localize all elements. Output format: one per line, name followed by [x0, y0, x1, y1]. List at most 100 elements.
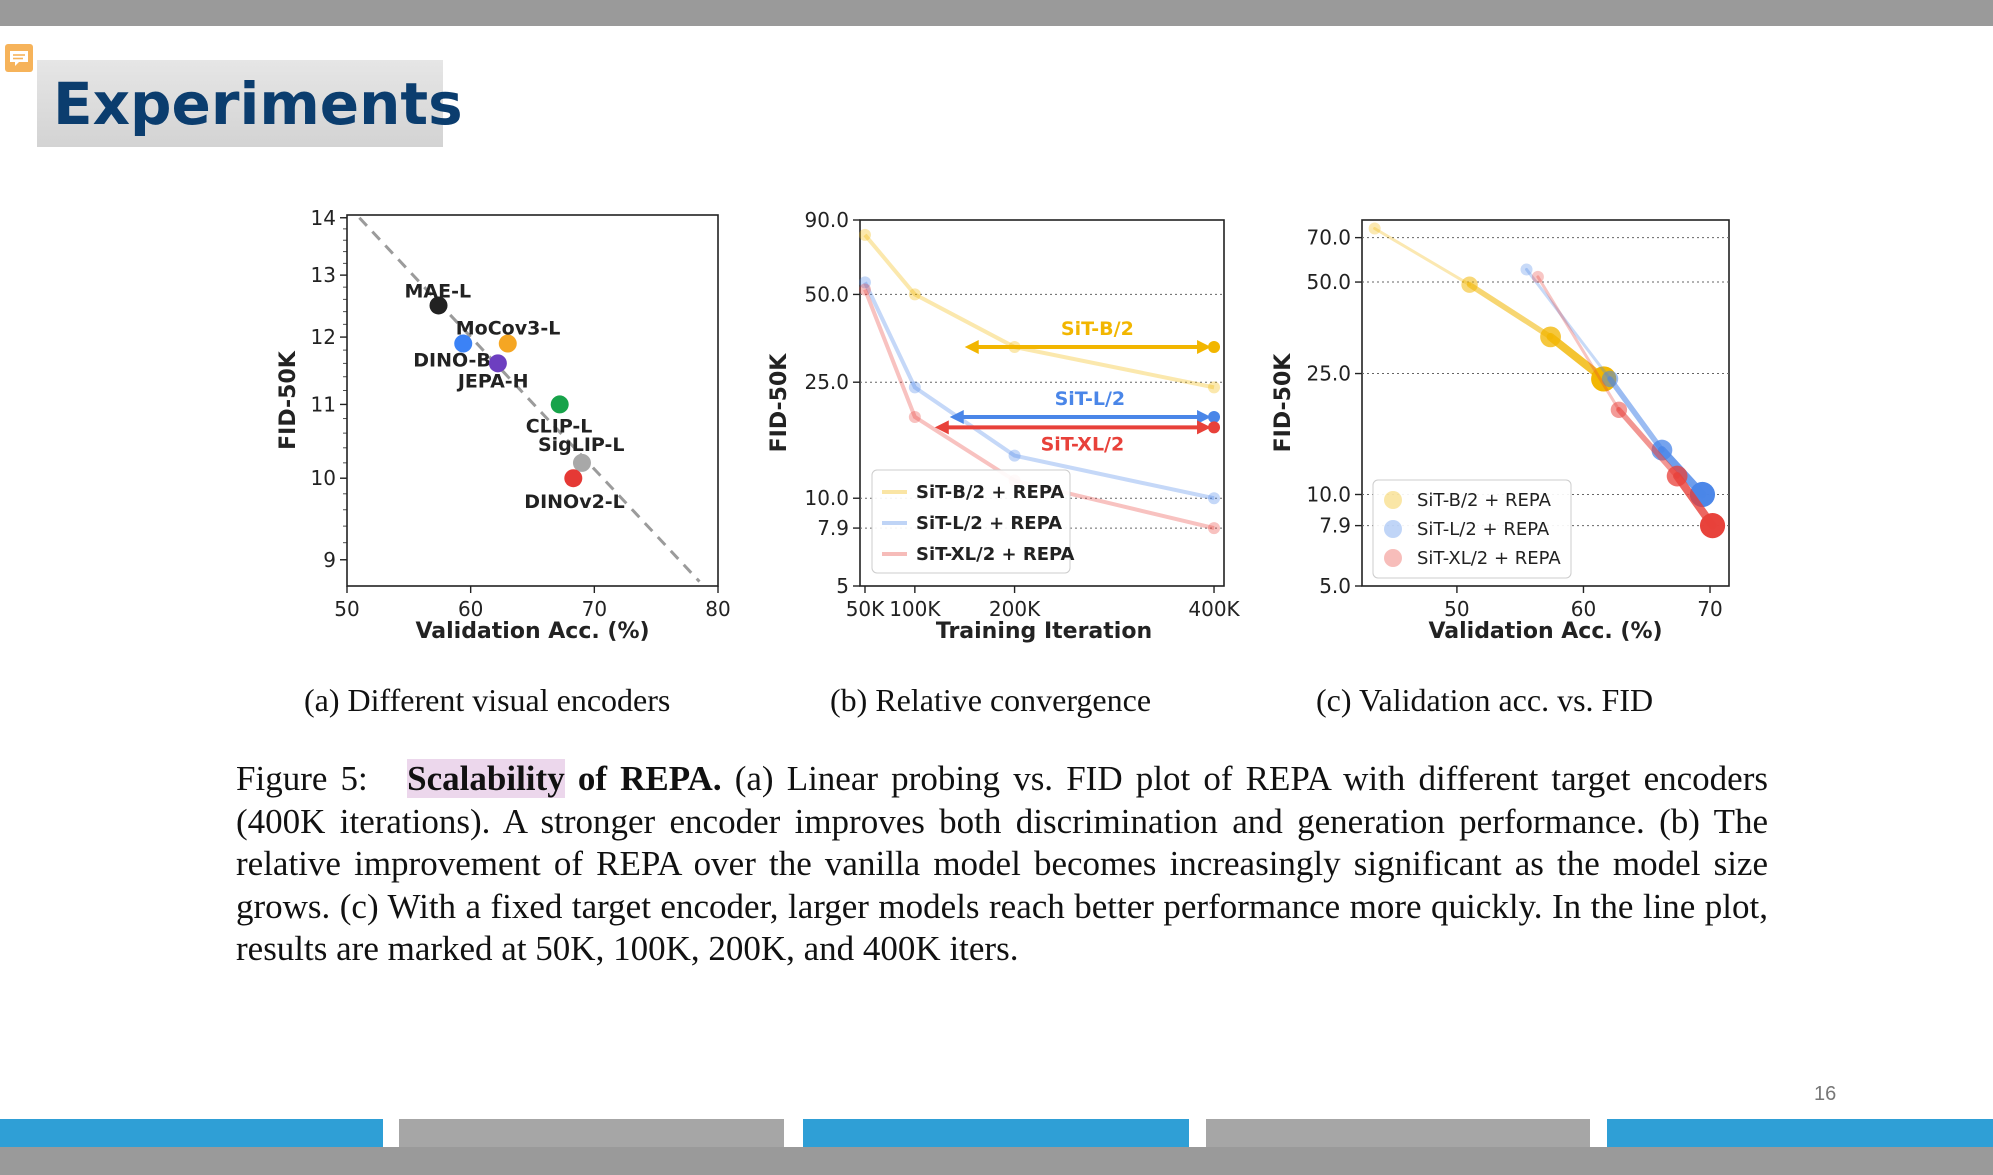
- endpoint-dot: [1208, 410, 1221, 423]
- series-point: [1699, 513, 1726, 539]
- data-point: [429, 296, 448, 315]
- trend-line: [358, 216, 701, 583]
- data-point: [550, 395, 569, 414]
- endpoint-dot: [1208, 341, 1221, 354]
- y-tick-label: 90.0: [804, 208, 849, 232]
- subcaption-a: (a) Different visual encoders: [304, 682, 671, 718]
- series-point: [1666, 465, 1688, 487]
- footer-segment: [1206, 1119, 1590, 1147]
- bottom-bar: [0, 1147, 1993, 1175]
- caption-highlight: Scalability: [407, 759, 565, 798]
- plot-frame: [1361, 219, 1730, 587]
- legend-label: SiT-L/2 + REPA: [916, 513, 1062, 534]
- y-tick-label: 10.0: [804, 486, 849, 510]
- x-tick-label: 100K: [889, 597, 941, 621]
- data-point: [488, 354, 507, 373]
- footer-segment: [399, 1119, 784, 1147]
- x-tick-label: 60: [1571, 597, 1596, 621]
- x-tick-label: 70: [582, 597, 607, 621]
- series-point: [858, 276, 871, 289]
- annotation-label: SiT-L/2: [1055, 388, 1126, 410]
- footer-segment: [803, 1119, 1189, 1147]
- slide-title: Experiments: [53, 70, 463, 138]
- arrow-head: [1197, 409, 1212, 424]
- plot-frame: [859, 219, 1225, 587]
- y-tick-label: 10.0: [1306, 483, 1351, 507]
- point-label: MAE-L: [405, 280, 472, 302]
- y-tick-label: 70.0: [1306, 226, 1351, 250]
- legend-swatch: [1384, 491, 1402, 509]
- y-tick-label: 5.0: [1319, 574, 1351, 598]
- endpoint-dot: [1208, 421, 1221, 434]
- y-tick-label: 12: [311, 325, 336, 349]
- x-axis-label: Validation Acc. (%): [1428, 619, 1662, 644]
- caption-body: (a) Linear probing vs. FID plot of REPA …: [236, 759, 1768, 968]
- x-tick-label: 60: [458, 597, 483, 621]
- y-tick-label: 50.0: [804, 282, 849, 306]
- top-bar: [0, 0, 1993, 26]
- series-segment: [1616, 407, 1680, 479]
- y-axis-label: FID-50K: [1271, 353, 1296, 453]
- legend-label: SiT-L/2 + REPA: [1417, 519, 1550, 540]
- series-line: [863, 281, 1215, 501]
- data-point: [454, 334, 473, 353]
- annotation-label: SiT-B/2: [1061, 318, 1134, 340]
- subcaption-c: (c) Validation acc. vs. FID: [1316, 682, 1654, 718]
- series-point: [858, 228, 871, 241]
- series-segment: [1607, 376, 1665, 453]
- y-tick-label: 13: [311, 263, 336, 287]
- series-point: [908, 410, 921, 423]
- x-axis-label: Validation Acc. (%): [415, 619, 649, 644]
- series-point: [1368, 222, 1381, 235]
- series-segment: [1536, 275, 1621, 412]
- series-line: [863, 233, 1215, 390]
- point-label: DINO-B: [413, 350, 491, 372]
- y-axis-label: FID-50K: [767, 353, 792, 453]
- legend-swatch: [1384, 549, 1402, 567]
- page-number: 16: [1814, 1083, 1837, 1105]
- annotation-label: SiT-XL/2: [1041, 433, 1125, 455]
- legend-label: SiT-B/2 + REPA: [1417, 490, 1552, 511]
- series-point: [1461, 276, 1478, 293]
- series-segment: [1466, 281, 1554, 340]
- series-point: [1008, 449, 1021, 462]
- x-tick-label: 80: [705, 597, 730, 621]
- point-label: SigLIP-L: [538, 434, 625, 456]
- series-point: [858, 283, 871, 296]
- arrow-head: [934, 420, 949, 435]
- y-tick-label: 9: [323, 548, 336, 572]
- legend-box: [1372, 479, 1572, 579]
- legend-label: SiT-XL/2 + REPA: [916, 544, 1075, 565]
- subcaption-b: (b) Relative convergence: [830, 682, 1152, 718]
- series-point: [1610, 401, 1628, 418]
- series-point: [1601, 370, 1619, 388]
- y-tick-label: 50.0: [1306, 270, 1351, 294]
- arrow-head: [964, 340, 979, 355]
- legend-box: [871, 469, 1071, 574]
- legend-swatch: [1384, 520, 1402, 538]
- series-line: [863, 288, 1215, 531]
- series-point: [1208, 381, 1221, 394]
- footer-segment: [0, 1119, 383, 1147]
- title-box: [37, 60, 443, 147]
- y-tick-label: 25.0: [804, 370, 849, 394]
- point-label: CLIP-L: [526, 415, 593, 437]
- y-tick-label: 11: [311, 392, 336, 416]
- data-point: [564, 469, 583, 488]
- legend-label: SiT-B/2 + REPA: [916, 482, 1064, 503]
- series-point: [1520, 263, 1533, 276]
- x-tick-label: 400K: [1188, 597, 1240, 621]
- chart-c: 50 60 70 5.0 7.9 10.0 25.0 50.0 70.0 SiT-B/2 + RE…: [1271, 219, 1730, 644]
- x-tick-label: 70: [1697, 597, 1722, 621]
- y-tick-label: 7.9: [1319, 514, 1351, 538]
- chart-b: 50K 100K 200K 400K 5 7.9 10.0 25.0 50.0 90.0 SiT-B…: [767, 208, 1241, 644]
- arrow-head: [1197, 420, 1212, 435]
- figure-charts: 50 60 70 80 9 10 11 12 13 14 MAE-L MoCov3-L DINO-BJE…: [276, 206, 1730, 644]
- y-tick-label: 7.9: [817, 516, 849, 540]
- data-point: [498, 334, 517, 353]
- chart-a: 50 60 70 80 9 10 11 12 13 14 MAE-L MoCov3-L DINO-BJE…: [276, 206, 731, 644]
- series-point: [908, 381, 921, 394]
- y-tick-label: 14: [311, 206, 336, 230]
- series-point: [1531, 270, 1544, 283]
- comment-icon[interactable]: [4, 43, 34, 73]
